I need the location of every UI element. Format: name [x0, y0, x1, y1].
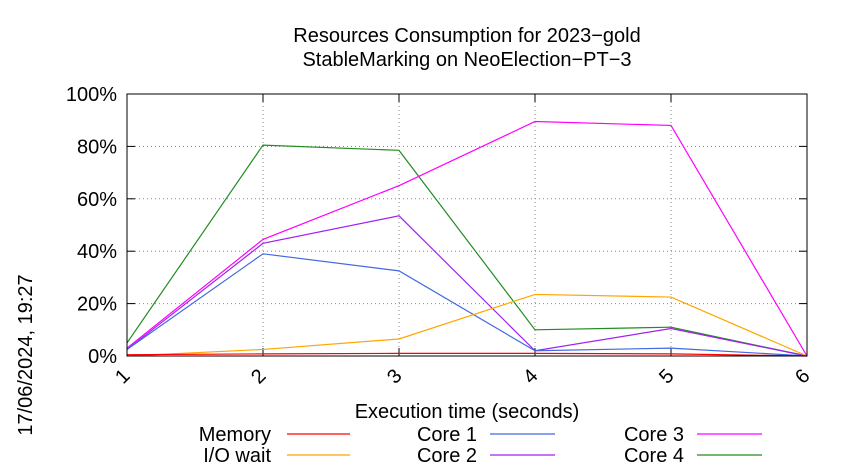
x-tick-label: 1	[111, 365, 134, 388]
y-tick-label: 60%	[77, 189, 117, 211]
side-timestamp-label: 17/06/2024, 19:27	[15, 274, 37, 435]
y-tick-label: 40%	[77, 241, 117, 263]
series-line-core-4	[126, 144, 808, 357]
legend-label-core-1: Core 1	[417, 424, 477, 446]
legend-label-i-o-wait: I/O wait	[203, 445, 271, 467]
y-tick-label: 20%	[77, 294, 117, 316]
chart-title-line-2: StableMarking on NeoElection−PT−3	[302, 49, 631, 71]
x-tick-label: 5	[655, 365, 678, 388]
series-line-core-3	[126, 120, 808, 357]
x-tick-label: 4	[519, 365, 542, 388]
plot-frame	[126, 93, 808, 357]
x-tick-label: 2	[247, 365, 270, 388]
y-tick-label: 0%	[88, 346, 117, 368]
y-tick-label: 80%	[77, 136, 117, 158]
series-line-core-2	[126, 215, 808, 357]
series-line-i-o-wait	[126, 293, 808, 357]
x-tick-label: 3	[383, 365, 406, 388]
series-line-core-1	[126, 253, 808, 357]
series-lines	[126, 120, 808, 357]
chart-title-line-1: Resources Consumption for 2023−gold	[293, 25, 640, 47]
x-tick-label: 6	[791, 365, 814, 388]
legend-label-core-4: Core 4	[624, 445, 684, 467]
grid-lines	[127, 94, 807, 356]
legend-label-core-3: Core 3	[624, 424, 684, 446]
y-tick-label: 100%	[66, 84, 117, 106]
series-line-memory	[126, 352, 808, 357]
x-axis-label: Execution time (seconds)	[355, 401, 580, 423]
legend-label-core-2: Core 2	[417, 445, 477, 467]
axis-ticks: 0% 20% 40% 60% 80% 100% 1 2 3 4 5 6	[66, 84, 815, 388]
legend-label-memory: Memory	[199, 424, 271, 446]
